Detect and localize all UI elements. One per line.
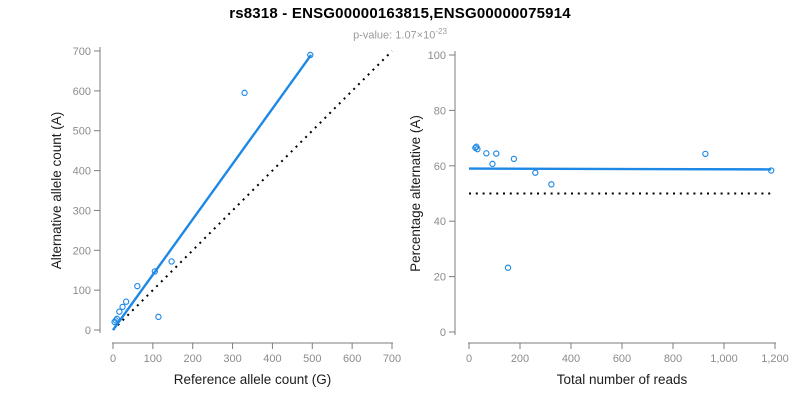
pvalue-text: p-value: 1.07×10 xyxy=(353,29,436,42)
allele-count-scatter: 0 100 200 300 400 500 600 700 0 100 200 300 400 500 60… xyxy=(49,46,401,387)
fit-line xyxy=(112,54,313,331)
data-point xyxy=(483,150,490,157)
data-point xyxy=(122,298,130,305)
x-tick-label: 600 xyxy=(613,353,631,365)
data-point xyxy=(155,313,162,321)
data-point xyxy=(510,155,518,163)
x-tick-label: 800 xyxy=(664,353,682,365)
y-tick-label: 300 xyxy=(73,205,91,217)
data-point xyxy=(474,146,481,153)
y-tick-label: 20 xyxy=(434,272,446,284)
data-point xyxy=(168,258,175,265)
identity-line xyxy=(112,50,393,331)
data-point xyxy=(504,264,512,271)
data-point xyxy=(307,51,314,59)
y-tick-label: 100 xyxy=(73,285,91,297)
data-point xyxy=(134,282,141,290)
data-point xyxy=(112,317,119,324)
x-tick-label: 0 xyxy=(110,353,116,365)
x-tick-label: 700 xyxy=(383,353,401,365)
data-point xyxy=(119,303,126,311)
y-tick-label: 100 xyxy=(428,50,446,62)
x-axis-title: Total number of reads xyxy=(557,372,688,387)
y-tick-label: 200 xyxy=(73,245,91,257)
x-tick-label: 600 xyxy=(343,353,361,365)
x-axis-title: Reference allele count (G) xyxy=(174,372,332,387)
data-point xyxy=(151,268,159,275)
data-point xyxy=(241,89,248,97)
data-point xyxy=(548,181,555,188)
data-point xyxy=(493,150,500,157)
pvalue-exponent: -23 xyxy=(435,27,447,36)
y-tick-label: 0 xyxy=(440,327,446,339)
x-tick-label: 100 xyxy=(144,353,162,365)
x-tick-label: 400 xyxy=(562,353,580,365)
fit-line xyxy=(468,167,772,171)
y-axis-title: Percentage alternative (A) xyxy=(408,115,423,272)
y-tick-label: 80 xyxy=(434,105,446,117)
page-title: rs8318 - ENSG00000163815,ENSG00000075914 xyxy=(229,5,571,22)
x-tick-label: 500 xyxy=(303,353,321,365)
y-tick-label: 0 xyxy=(85,325,91,337)
data-point xyxy=(116,308,123,315)
x-tick-label: 200 xyxy=(184,353,202,365)
x-tick-label: 1,000 xyxy=(710,353,738,365)
data-point xyxy=(702,150,709,158)
data-point xyxy=(113,315,121,323)
data-point xyxy=(489,160,496,168)
y-tick-label: 500 xyxy=(73,126,91,138)
y-tick-label: 40 xyxy=(434,216,446,228)
x-tick-label: 200 xyxy=(511,353,529,365)
y-tick-label: 600 xyxy=(73,86,91,98)
data-point xyxy=(768,167,775,174)
data-point xyxy=(532,169,539,176)
pvalue-subtitle: p-value: 1.07×10-23 xyxy=(0,27,800,42)
percentage-scatter: 0 200 400 600 800 1,000 1,200 0 20 40 60 80 100 Total… xyxy=(408,50,789,387)
y-tick-label: 400 xyxy=(73,166,91,178)
x-tick-label: 0 xyxy=(466,353,472,365)
y-tick-label: 60 xyxy=(434,161,446,173)
x-tick-label: 300 xyxy=(223,353,241,365)
x-tick-label: 1,200 xyxy=(761,353,789,365)
y-axis-title: Alternative allele count (A) xyxy=(49,112,64,270)
y-tick-label: 700 xyxy=(73,46,91,58)
x-tick-label: 400 xyxy=(263,353,281,365)
